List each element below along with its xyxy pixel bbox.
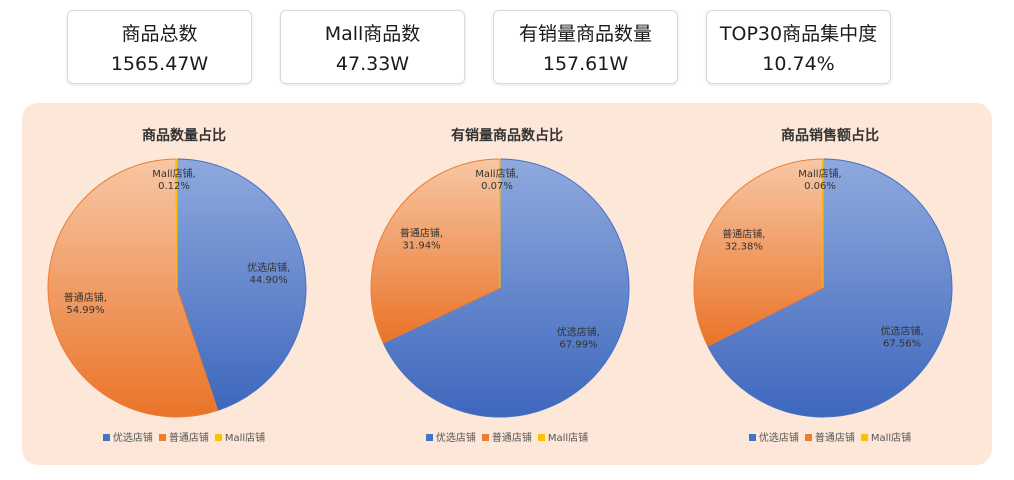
slice-data-label: Mall店铺, 0.06%	[798, 167, 842, 192]
pie-slice-mall	[498, 158, 501, 289]
legend-swatch	[748, 434, 756, 441]
kpi-label: TOP30商品集中度	[719, 23, 878, 45]
legend-item: Mall店铺	[537, 429, 589, 444]
legend-label: Mall店铺	[547, 433, 589, 444]
charts-panel: 商品数量占比 优选店铺, 44.90% 普通店铺, 54.99% Mall店铺, 0.12…	[22, 103, 992, 465]
pie-chart-goods-count: 商品数量占比 优选店铺, 44.90% 普通店铺, 54.99% Mall店铺, 0.12…	[22, 103, 346, 465]
kpi-label: 有销量商品数量	[518, 23, 652, 45]
chart-legend: 优选店铺 普通店铺 Mall店铺	[345, 429, 669, 444]
legend-item: 优选店铺	[425, 429, 476, 444]
legend-label: 普通店铺	[491, 433, 532, 444]
slice-data-label: 普通店铺, 32.38%	[722, 228, 765, 253]
legend-label: Mall店铺	[870, 433, 912, 444]
legend-item: 普通店铺	[804, 429, 855, 444]
kpi-label: Mall商品数	[324, 23, 421, 45]
legend-swatch	[102, 434, 110, 441]
slice-data-label: 优选店铺, 67.99%	[557, 326, 600, 351]
legend-label: 普通店铺	[168, 433, 209, 444]
legend-label: 优选店铺	[112, 433, 153, 444]
pie-slice-mall	[175, 158, 178, 289]
pie-slice-putong	[693, 158, 824, 347]
legend-swatch	[158, 434, 166, 441]
slice-data-label: 普通店铺, 31.94%	[400, 226, 443, 251]
pie-slice-putong	[370, 158, 501, 344]
kpi-card-top30-concentration: TOP30商品集中度 10.74%	[706, 10, 891, 84]
kpi-value: 10.74%	[762, 53, 835, 75]
kpi-value: 1565.47W	[110, 53, 209, 75]
legend-item: 优选店铺	[748, 429, 799, 444]
chart-title: 商品数量占比	[142, 128, 226, 144]
slice-data-label: 普通店铺, 54.99%	[64, 291, 107, 316]
pie-slice-youxuan	[707, 158, 953, 418]
legend-label: Mall店铺	[224, 433, 266, 444]
kpi-card-mall-goods: Mall商品数 47.33W	[280, 10, 465, 84]
chart-legend: 优选店铺 普通店铺 Mall店铺	[22, 429, 346, 444]
legend-swatch	[860, 434, 868, 441]
pie-svg: 优选店铺, 67.99% 普通店铺, 31.94% Mall店铺, 0.07%	[370, 158, 630, 418]
pie-chart-sales-amount: 商品销售额占比 优选店铺, 67.56% 普通店铺, 32.38% Mall店铺, 0.0…	[668, 103, 992, 465]
legend-item: Mall店铺	[214, 429, 266, 444]
chart-title: 商品销售额占比	[781, 128, 879, 144]
legend-label: 优选店铺	[758, 433, 799, 444]
pie-slice-putong	[47, 158, 219, 418]
pie-slice-youxuan	[176, 158, 307, 412]
legend-swatch	[214, 434, 222, 441]
pie-chart-sold-goods: 有销量商品数占比 优选店铺, 67.99% 普通店铺, 31.94% Mall店铺, 0.…	[345, 103, 669, 465]
legend-label: 优选店铺	[435, 433, 476, 444]
slice-data-label: 优选店铺, 67.56%	[881, 325, 924, 350]
kpi-label: 商品总数	[121, 23, 198, 45]
legend-item: 普通店铺	[158, 429, 209, 444]
pie-svg: 优选店铺, 44.90% 普通店铺, 54.99% Mall店铺, 0.12%	[47, 158, 307, 418]
legend-swatch	[481, 434, 489, 441]
legend-item: Mall店铺	[860, 429, 912, 444]
slice-data-label: Mall店铺, 0.07%	[475, 167, 519, 192]
pie-slice-youxuan	[382, 158, 630, 418]
legend-swatch	[537, 434, 545, 441]
kpi-card-total-goods: 商品总数 1565.47W	[67, 10, 252, 84]
chart-legend: 优选店铺 普通店铺 Mall店铺	[668, 429, 992, 444]
legend-label: 普通店铺	[814, 433, 855, 444]
kpi-value: 157.61W	[542, 53, 629, 75]
legend-item: 普通店铺	[481, 429, 532, 444]
slice-data-label: Mall店铺, 0.12%	[152, 167, 196, 192]
pie-svg: 优选店铺, 67.56% 普通店铺, 32.38% Mall店铺, 0.06%	[693, 158, 953, 418]
legend-item: 优选店铺	[102, 429, 153, 444]
legend-swatch	[804, 434, 812, 441]
legend-swatch	[425, 434, 433, 441]
slice-data-label: 优选店铺, 44.90%	[247, 261, 290, 286]
kpi-value: 47.33W	[335, 53, 410, 75]
kpi-card-sold-goods: 有销量商品数量 157.61W	[493, 10, 678, 84]
chart-title: 有销量商品数占比	[451, 128, 563, 144]
